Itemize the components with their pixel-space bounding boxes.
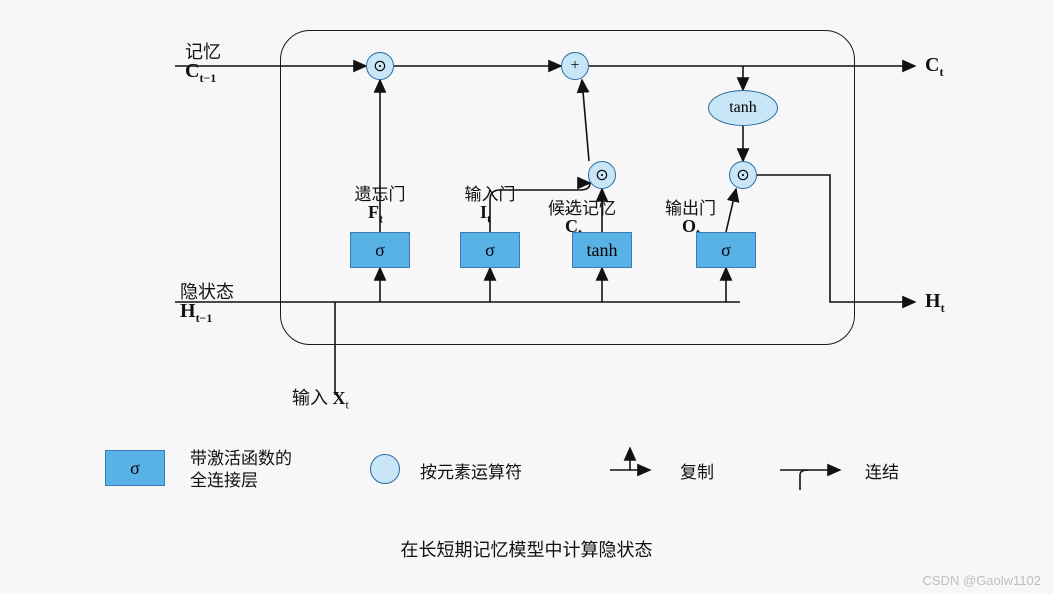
caption: 在长短期记忆模型中计算隐状态 (0, 536, 1053, 562)
label-Ctilde: ~Ct (565, 216, 1053, 241)
op-out-hadamard: ⊙ (729, 161, 757, 189)
watermark: CSDN @Gaolw1102 (923, 573, 1041, 588)
label-It: It (480, 202, 491, 227)
fc-forget: σ (350, 232, 410, 268)
fc-output: σ (696, 232, 756, 268)
op-cand-hadamard: ⊙ (588, 161, 616, 189)
legend-op-label: 按元素运算符 (420, 458, 522, 483)
legend-copy-label: 复制 (680, 458, 714, 483)
legend-fc-label: 带激活函数的 全连接层 (190, 448, 292, 492)
label-c-out: Ct (925, 54, 943, 80)
op-forget-hadamard: ⊙ (366, 52, 394, 80)
label-h-prev: Ht−1 (180, 300, 212, 326)
legend-concat-label: 连结 (865, 458, 899, 483)
label-Ft: Ft (368, 202, 383, 227)
legend-op-circle (370, 454, 400, 484)
wiring-svg (0, 0, 1053, 594)
tanh-ellipse: tanh (708, 90, 778, 126)
fc-input: σ (460, 232, 520, 268)
label-h-out: Ht (925, 290, 945, 316)
legend-fc-box: σ (105, 450, 165, 486)
label-c-prev: Ct−1 (185, 60, 216, 86)
fc-candidate: tanh (572, 232, 632, 268)
op-plus: + (561, 52, 589, 80)
label-input: 输入 Xt (292, 384, 349, 413)
